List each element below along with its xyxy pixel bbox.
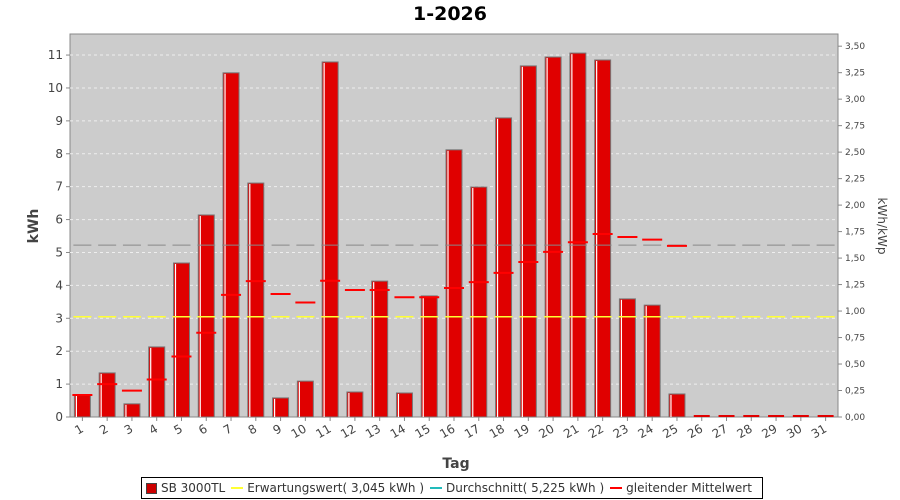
x-tick-label: 24 bbox=[635, 421, 655, 441]
x-tick-label: 18 bbox=[487, 421, 507, 441]
x-tick-label: 13 bbox=[363, 421, 383, 441]
x-tick-label: 5 bbox=[171, 421, 185, 437]
legend-swatch bbox=[146, 482, 157, 494]
x-tick-label: 1 bbox=[72, 421, 86, 437]
legend-swatch bbox=[610, 487, 623, 489]
y-tick-label: 4 bbox=[55, 278, 63, 292]
y-axis-right-label: kWh/kWp bbox=[875, 198, 889, 255]
x-tick-label: 8 bbox=[246, 421, 260, 437]
legend: SB 3000TL Erwartungswert( 3,045 kWh ) Du… bbox=[141, 477, 763, 499]
x-tick-label: 28 bbox=[735, 421, 755, 441]
y-tick-label: 11 bbox=[48, 48, 63, 62]
y-right-tick-label: 0,00 bbox=[845, 413, 865, 423]
y-tick-label: 7 bbox=[55, 180, 63, 194]
x-tick-label: 27 bbox=[710, 421, 730, 441]
y-right-tick-label: 0,75 bbox=[845, 334, 865, 344]
y-right-tick-label: 1,75 bbox=[845, 228, 865, 238]
legend-label: Erwartungswert( 3,045 kWh ) bbox=[247, 481, 425, 495]
chart-title: 1-2026 bbox=[413, 3, 487, 25]
y-right-tick-label: 0,25 bbox=[845, 387, 865, 397]
y-tick-label: 8 bbox=[55, 147, 63, 161]
x-tick-label: 31 bbox=[809, 421, 829, 441]
y-right-tick-label: 2,25 bbox=[845, 175, 865, 185]
x-tick-label: 7 bbox=[221, 421, 235, 437]
x-tick-label: 14 bbox=[388, 421, 408, 441]
x-tick-label: 4 bbox=[147, 421, 161, 437]
y-right-tick-label: 3,25 bbox=[845, 69, 865, 79]
x-tick-label: 15 bbox=[412, 421, 432, 441]
y-tick-label: 1 bbox=[55, 377, 63, 391]
y-tick-label: 6 bbox=[55, 213, 63, 227]
legend-item-bars: SB 3000TL bbox=[146, 481, 225, 495]
x-tick-label: 30 bbox=[784, 421, 804, 441]
x-tick-label: 16 bbox=[437, 421, 457, 441]
legend-swatch bbox=[231, 487, 244, 489]
y-tick-label: 10 bbox=[48, 81, 63, 95]
x-tick-label: 29 bbox=[759, 421, 779, 441]
x-tick-label: 2 bbox=[97, 421, 111, 437]
x-tick-label: 11 bbox=[313, 421, 333, 441]
x-tick-label: 17 bbox=[462, 421, 482, 441]
y-right-tick-label: 0,50 bbox=[845, 360, 865, 370]
x-tick-label: 23 bbox=[611, 421, 631, 441]
x-tick-label: 9 bbox=[270, 421, 284, 437]
x-tick-label: 6 bbox=[196, 421, 210, 437]
y-right-tick-label: 2,00 bbox=[845, 201, 865, 211]
x-tick-label: 12 bbox=[338, 421, 358, 441]
x-tick-label: 22 bbox=[586, 421, 606, 441]
x-tick-label: 19 bbox=[512, 421, 532, 441]
y-right-tick-label: 3,50 bbox=[845, 42, 865, 52]
x-tick-label: 25 bbox=[660, 421, 680, 441]
x-tick-label: 26 bbox=[685, 421, 705, 441]
legend-label: Durchschnitt( 5,225 kWh ) bbox=[446, 481, 605, 495]
y-right-tick-label: 1,00 bbox=[845, 307, 865, 317]
y-tick-label: 0 bbox=[55, 410, 63, 424]
x-tick-label: 20 bbox=[536, 421, 556, 441]
legend-swatch bbox=[430, 487, 443, 489]
legend-item-moving-average: gleitender Mittelwert bbox=[610, 481, 752, 495]
y-right-tick-label: 1,25 bbox=[845, 281, 865, 291]
y-tick-label: 3 bbox=[55, 311, 63, 325]
x-axis-label: Tag bbox=[442, 456, 469, 472]
chart-svg: 1-2026 012345678910110,000,250,500,751,0… bbox=[26, 3, 889, 472]
y-right-tick-label: 3,00 bbox=[845, 95, 865, 105]
x-tick-label: 3 bbox=[122, 421, 136, 437]
legend-label: SB 3000TL bbox=[161, 481, 226, 495]
y-tick-label: 2 bbox=[55, 344, 63, 358]
legend-label: gleitender Mittelwert bbox=[626, 481, 752, 495]
y-right-tick-label: 2,50 bbox=[845, 148, 865, 158]
y-right-tick-label: 1,50 bbox=[845, 254, 865, 264]
y-tick-label: 9 bbox=[55, 114, 63, 128]
legend-item-average: Durchschnitt( 5,225 kWh ) bbox=[430, 481, 604, 495]
legend-item-expectation: Erwartungswert( 3,045 kWh ) bbox=[231, 481, 424, 495]
x-tick-label: 21 bbox=[561, 421, 581, 441]
y-axis-label: kWh bbox=[26, 209, 42, 244]
x-tick-label: 10 bbox=[289, 421, 309, 441]
y-right-tick-label: 2,75 bbox=[845, 122, 865, 132]
y-tick-label: 5 bbox=[55, 245, 63, 259]
